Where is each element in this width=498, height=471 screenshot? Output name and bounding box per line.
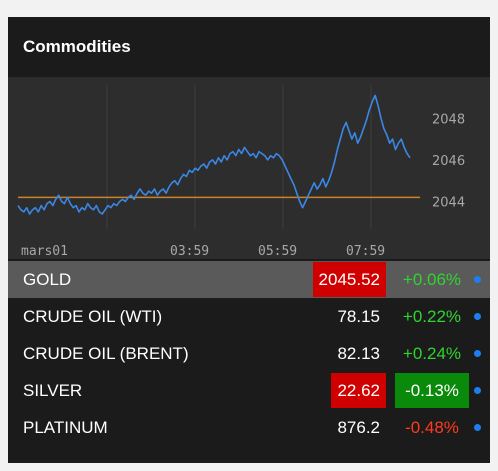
commodity-name: CRUDE OIL (WTI) bbox=[23, 307, 163, 326]
commodity-row-crude-oil-brent[interactable]: CRUDE OIL (BRENT) 82.13 +0.24% bbox=[8, 335, 490, 372]
status-dot-icon bbox=[474, 424, 481, 431]
price-series-line bbox=[17, 94, 411, 215]
y-tick-label-2: 2048 bbox=[432, 112, 465, 127]
y-tick-label-0: 2044 bbox=[432, 195, 465, 210]
status-dot-icon bbox=[474, 313, 481, 320]
commodity-row-platinum[interactable]: PLATINUM 876.2 -0.48% bbox=[8, 409, 490, 446]
commodity-name: GOLD bbox=[23, 270, 72, 289]
commodity-change: -0.48% bbox=[405, 418, 459, 437]
x-tick-label-0: mars01 bbox=[21, 244, 68, 259]
status-dot-icon bbox=[474, 387, 481, 394]
commodity-name: CRUDE OIL (BRENT) bbox=[23, 344, 189, 363]
commodity-name: PLATINUM bbox=[23, 418, 108, 437]
commodity-price: 22.62 bbox=[331, 373, 386, 408]
commodity-row-gold[interactable]: GOLD 2045.52 +0.06% bbox=[8, 261, 490, 298]
commodity-list: GOLD 2045.52 +0.06% CRUDE OIL (WTI) 78.15 +0.… bbox=[8, 261, 490, 446]
commodities-widget: Commodities 2044 2046 2048 mars01 03:59 05:59… bbox=[8, 17, 490, 463]
x-tick-label-1: 03:59 bbox=[170, 244, 209, 259]
commodity-change: +0.22% bbox=[402, 307, 462, 326]
commodity-row-crude-oil-wti[interactable]: CRUDE OIL (WTI) 78.15 +0.22% bbox=[8, 298, 490, 335]
commodity-change: +0.24% bbox=[402, 344, 462, 363]
commodity-change: +0.06% bbox=[402, 270, 462, 289]
status-dot-icon bbox=[474, 276, 481, 283]
x-tick-label-2: 05:59 bbox=[258, 244, 297, 259]
widget-header: Commodities bbox=[8, 17, 490, 77]
widget-title: Commodities bbox=[23, 37, 131, 56]
commodity-name: SILVER bbox=[23, 381, 83, 400]
commodity-row-silver[interactable]: SILVER 22.62 -0.13% bbox=[8, 372, 490, 409]
commodity-price: 876.2 bbox=[337, 418, 380, 437]
price-chart-svg: 2044 2046 2048 mars01 03:59 05:59 07:59 bbox=[17, 85, 465, 259]
x-tick-label-3: 07:59 bbox=[346, 244, 385, 259]
commodity-price: 82.13 bbox=[337, 344, 380, 363]
status-dot-icon bbox=[474, 350, 481, 357]
commodity-price: 78.15 bbox=[337, 307, 380, 326]
commodity-price: 2045.52 bbox=[312, 262, 386, 297]
price-chart[interactable]: 2044 2046 2048 mars01 03:59 05:59 07:59 bbox=[8, 77, 490, 259]
commodity-change: -0.13% bbox=[395, 373, 469, 408]
y-tick-label-1: 2046 bbox=[432, 154, 465, 169]
